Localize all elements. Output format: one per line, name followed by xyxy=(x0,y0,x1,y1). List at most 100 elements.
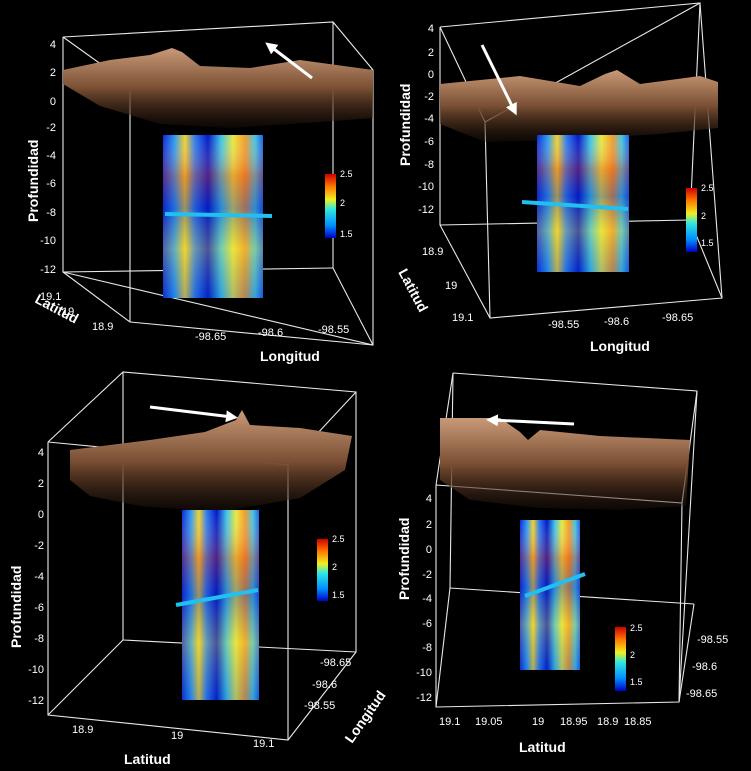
tick-label: 19 xyxy=(445,280,457,292)
tick-label: 4 xyxy=(50,39,56,51)
colorbar-max: 2.5 xyxy=(701,183,714,193)
tick-label: -98.55 xyxy=(304,700,335,712)
tick-label: -6 xyxy=(424,136,434,148)
lat-axis-label: Latitud xyxy=(395,266,431,315)
view-arrow xyxy=(149,405,238,423)
tick-label: -98.65 xyxy=(662,312,693,324)
tick-label: -2 xyxy=(422,569,432,581)
colorbar-mid: 2 xyxy=(630,650,635,660)
tick-label: -98.6 xyxy=(312,679,337,691)
tick-label: 2 xyxy=(38,478,44,490)
tick-label: 18.9 xyxy=(597,716,618,728)
tick-label: -98.55 xyxy=(548,319,579,331)
depth-axis-label: Profundidad xyxy=(396,518,412,600)
depth-axis-label: Profundidad xyxy=(8,566,24,648)
tick-label: -12 xyxy=(416,692,432,704)
tick-label: 2 xyxy=(428,47,434,59)
tick-label: 4 xyxy=(428,23,434,35)
terrain-surface xyxy=(440,70,718,142)
tick-label: -8 xyxy=(424,159,434,171)
tick-label: 18.9 xyxy=(422,246,443,258)
tick-label: -2 xyxy=(46,122,56,134)
terrain-surface xyxy=(70,410,352,512)
depth-ticks: 4 2 0 -2 -4 -6 -8 -10 -12 xyxy=(416,493,432,704)
tick-label: -2 xyxy=(424,91,434,103)
colorbar-max: 2.5 xyxy=(332,534,345,544)
tick-label: -8 xyxy=(422,642,432,654)
tick-label: -8 xyxy=(34,633,44,645)
tick-label: 18.85 xyxy=(624,716,652,728)
tick-label: -10 xyxy=(416,667,432,679)
tick-label: -98.6 xyxy=(604,316,629,328)
tick-label: -98.65 xyxy=(686,688,717,700)
tick-label: 19 xyxy=(171,730,183,742)
colorbar-max: 2.5 xyxy=(630,623,643,633)
tick-label: -10 xyxy=(40,235,56,247)
lon-axis-label: Longitud xyxy=(260,348,320,364)
colorbar-mid: 2 xyxy=(701,211,706,221)
horizontal-slice xyxy=(175,588,259,607)
depth-ticks: 4 2 0 -2 -4 -6 -8 -10 -12 xyxy=(28,447,44,707)
tick-label: -8 xyxy=(46,207,56,219)
tick-label: 0 xyxy=(428,69,434,81)
tick-label: 19.1 xyxy=(253,738,274,750)
tick-label: 18.9 xyxy=(72,724,93,736)
tick-label: 19.1 xyxy=(439,716,460,728)
panel-3: 2.5 2 1.5 4 2 0 -2 -4 -6 -8 -10 -12 Prof… xyxy=(8,371,389,767)
tick-label: -98.6 xyxy=(692,661,717,673)
horizontal-slice xyxy=(521,200,629,211)
tick-label: 19.05 xyxy=(475,716,503,728)
tick-label: -4 xyxy=(422,593,432,605)
colorbar-min: 1.5 xyxy=(630,677,643,687)
tick-label: 2 xyxy=(426,519,432,531)
velocity-slab-overlay xyxy=(182,510,259,700)
terrain-surface xyxy=(63,48,373,128)
tick-label: -98.65 xyxy=(320,657,351,669)
tick-label: 18.9 xyxy=(92,321,113,333)
depth-axis-label: Profundidad xyxy=(25,140,41,222)
tick-label: -12 xyxy=(40,264,56,276)
panel-2: 2.5 2 1.5 4 2 0 -2 -4 -6 -8 -10 -12 Prof… xyxy=(395,2,723,354)
tick-label: -6 xyxy=(34,602,44,614)
tick-label: 2 xyxy=(50,67,56,79)
lon-axis-label: Longitud xyxy=(341,687,388,745)
tick-label: -98.55 xyxy=(318,324,349,336)
colorbar-mid: 2 xyxy=(340,198,345,208)
colorbar: 2.5 2 1.5 xyxy=(317,534,345,601)
lat-axis-label: Latitud xyxy=(124,751,171,767)
colorbar-min: 1.5 xyxy=(332,590,345,600)
tick-label: 0 xyxy=(426,544,432,556)
tick-label: -98.55 xyxy=(697,634,728,646)
tick-label: 4 xyxy=(38,447,44,459)
colorbar-min: 1.5 xyxy=(340,229,353,239)
tick-label: 18.95 xyxy=(560,716,588,728)
tick-label: 0 xyxy=(50,96,56,108)
colorbar-max: 2.5 xyxy=(340,169,353,179)
view-arrow xyxy=(265,42,313,80)
lon-axis-label: Longitud xyxy=(590,338,650,354)
tick-label: 19 xyxy=(532,716,544,728)
view-arrow xyxy=(480,44,517,116)
tick-label: -98.6 xyxy=(258,327,283,339)
colorbar: 2.5 2 1.5 xyxy=(325,169,353,239)
tick-label: -10 xyxy=(28,664,44,676)
tick-label: 19.1 xyxy=(452,312,473,324)
terrain-surface xyxy=(440,418,690,510)
depth-ticks: 4 2 0 -2 -4 -6 -8 -10 -12 xyxy=(40,39,56,276)
tick-label: -4 xyxy=(34,571,44,583)
tick-label: -6 xyxy=(422,618,432,630)
tick-label: 19.1 xyxy=(40,291,61,303)
tick-label: -6 xyxy=(46,178,56,190)
tick-label: -2 xyxy=(34,540,44,552)
lat-axis-label: Latitud xyxy=(519,739,566,755)
colorbar: 2.5 2 1.5 xyxy=(686,183,714,252)
tick-label: 19 xyxy=(62,306,74,318)
depth-axis-label: Profundidad xyxy=(397,84,413,166)
horizontal-slice xyxy=(164,212,273,218)
colorbar: 2.5 2 1.5 xyxy=(615,623,643,691)
tick-label: -12 xyxy=(418,204,434,216)
depth-ticks: 4 2 0 -2 -4 -6 -8 -10 -12 xyxy=(418,23,434,216)
tick-label: -98.65 xyxy=(195,331,226,343)
panel-1: 2.5 2 1.5 4 2 0 -2 -4 -6 -8 -10 -12 Prof… xyxy=(25,21,374,364)
